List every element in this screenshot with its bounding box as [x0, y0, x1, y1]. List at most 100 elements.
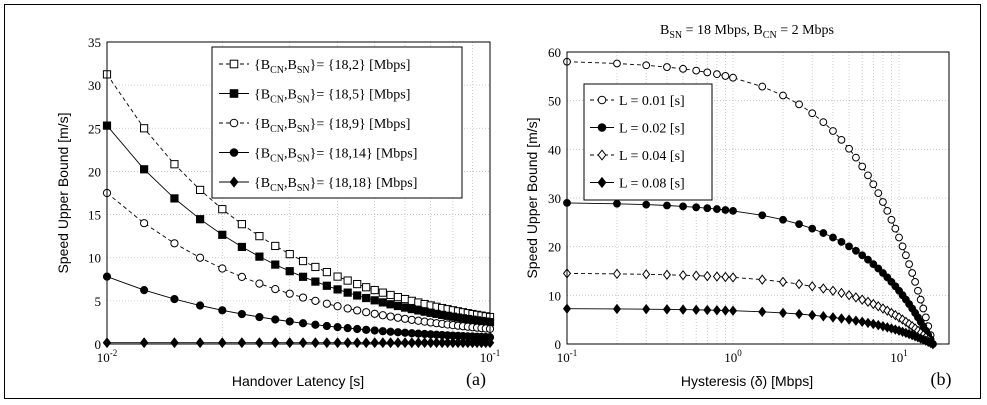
chart-b-point	[713, 205, 721, 213]
chart-a-point	[333, 272, 342, 281]
chart-b-point	[758, 211, 767, 220]
chart-a-point	[285, 250, 294, 259]
chart-b-point	[692, 270, 701, 281]
chart-a-point	[378, 288, 387, 297]
chart-a-point	[285, 267, 294, 276]
chart-a-series-4	[102, 337, 495, 349]
chart-a-point	[255, 337, 264, 349]
chart-b-point	[758, 306, 767, 318]
chart-b-point	[728, 305, 738, 316]
chart-a-ytick-label: 30	[88, 78, 101, 93]
chart-b-point	[721, 305, 730, 316]
legend-b-label: L = 0.04 [s]	[619, 149, 685, 164]
chart-b-point	[663, 201, 671, 210]
chart-a-axes-box	[106, 41, 491, 345]
chart-a-point	[333, 337, 342, 349]
chart-b-point	[828, 285, 837, 296]
chart-a-point	[343, 304, 352, 313]
chart-b-point	[808, 224, 817, 233]
chart-a-point	[362, 308, 371, 317]
chart-b-point	[887, 215, 896, 224]
chart-a-point	[237, 309, 246, 319]
chart-b-ytick-label: 60	[548, 45, 561, 60]
chart-a-point	[353, 279, 362, 289]
chart-a-point	[285, 289, 294, 298]
chart-a-point	[353, 306, 362, 315]
chart-b-point	[703, 270, 712, 282]
chart-b-point	[703, 68, 712, 77]
chart-b-point	[642, 61, 651, 70]
chart-a-point	[285, 337, 294, 349]
chart-a-point	[378, 337, 388, 349]
chart-b: 0 10 20 30 40 50 60 10-1 100 101 BSN = 18 Mbps, B…	[524, 23, 952, 390]
chart-b-point	[795, 220, 803, 229]
chart-b-xtick-label: 101	[890, 348, 908, 365]
legend-a-label: {BCN,BSN}= {18,18} [Mbps]	[254, 176, 417, 194]
legend-a-label: {BCN,BSN}= {18,14} [Mbps]	[254, 147, 417, 165]
chart-b-point	[908, 269, 917, 277]
chart-b-ytick-label: 40	[548, 142, 561, 157]
chart-b-ytick-label: 50	[548, 94, 561, 109]
chart-b-point	[874, 264, 883, 273]
legend-a-label: {BCN,BSN}= {18,2} [Mbps]	[254, 58, 410, 76]
chart-b-ytick-label: 10	[548, 288, 561, 303]
chart-b-ylabel: Speed Upper Bound [m/s]	[524, 117, 540, 278]
chart-a-ytick-label: 20	[88, 164, 101, 179]
chart-b-point	[795, 100, 803, 109]
chart-a-legend-box	[211, 46, 463, 199]
chart-b-legend: L = 0.01 [s] L = 0.02 [s] L = 0.04 [s] L = …	[583, 83, 713, 201]
chart-b-point	[869, 260, 878, 269]
chart-a-point	[218, 230, 227, 239]
chart-a-point	[400, 294, 410, 304]
chart-a-point	[322, 337, 332, 349]
legend-a-marker	[229, 118, 239, 128]
legend-a-label: {BCN,BSN}= {18,9} [Mbps]	[254, 117, 410, 135]
chart-b-point	[828, 312, 837, 323]
chart-b-point	[729, 73, 737, 82]
chart-b-ytick-label: 0	[555, 337, 562, 352]
chart-a-point	[311, 296, 320, 305]
legend-b-marker	[597, 123, 607, 132]
chart-b-axes-box	[566, 51, 950, 345]
chart-a-point	[255, 232, 264, 241]
chart-a-point	[386, 290, 395, 300]
legend-b-label: L = 0.02 [s]	[619, 122, 685, 137]
legend-a-label: {BCN,BSN}= {18,5} [Mbps]	[254, 88, 410, 106]
chart-b-point	[795, 278, 804, 290]
chart-b-point	[837, 313, 846, 324]
chart-b-title-text: BSN = 18 Mbps, BCN = 2 Mbps	[660, 23, 834, 41]
chart-a-point	[311, 337, 320, 349]
chart-a-point	[362, 283, 371, 292]
chart-a-point	[255, 312, 264, 322]
chart-a-point	[361, 337, 371, 349]
chart-a-ytick-label: 0	[95, 337, 102, 352]
chart-b-point	[845, 314, 854, 325]
chart-a-series	[102, 70, 495, 349]
chart-a-ytick-label: 5	[95, 294, 102, 309]
chart-a-point	[322, 281, 331, 290]
chart-b-point	[852, 246, 860, 255]
chart-b-point	[808, 309, 817, 321]
chart-b-point	[869, 180, 878, 189]
chart-b-point	[795, 308, 804, 320]
chart-a-point	[140, 124, 149, 133]
chart-b-point	[837, 238, 846, 246]
chart-b-point	[808, 281, 817, 292]
chart-a-point	[271, 284, 280, 294]
chart-b-ytick-label: 30	[548, 191, 561, 206]
chart-b-point	[642, 303, 651, 315]
chart-b-point	[692, 203, 701, 212]
chart-a-ylabel: Speed Upper Bound [m/s]	[55, 112, 71, 273]
chart-a-xlabel: Handover Latency [s]	[232, 373, 364, 389]
chart-a-point	[271, 315, 280, 324]
chart-a-point	[140, 285, 149, 295]
chart-b-point	[778, 307, 788, 319]
chart-a-point	[170, 337, 179, 349]
chart-a-point	[343, 276, 352, 285]
chart-a-point	[237, 220, 246, 229]
chart-a-point	[420, 337, 429, 349]
chart-b-point	[895, 233, 903, 242]
chart-a-point	[362, 325, 371, 334]
chart-b-point	[663, 63, 671, 71]
chart-b-point	[914, 286, 922, 295]
